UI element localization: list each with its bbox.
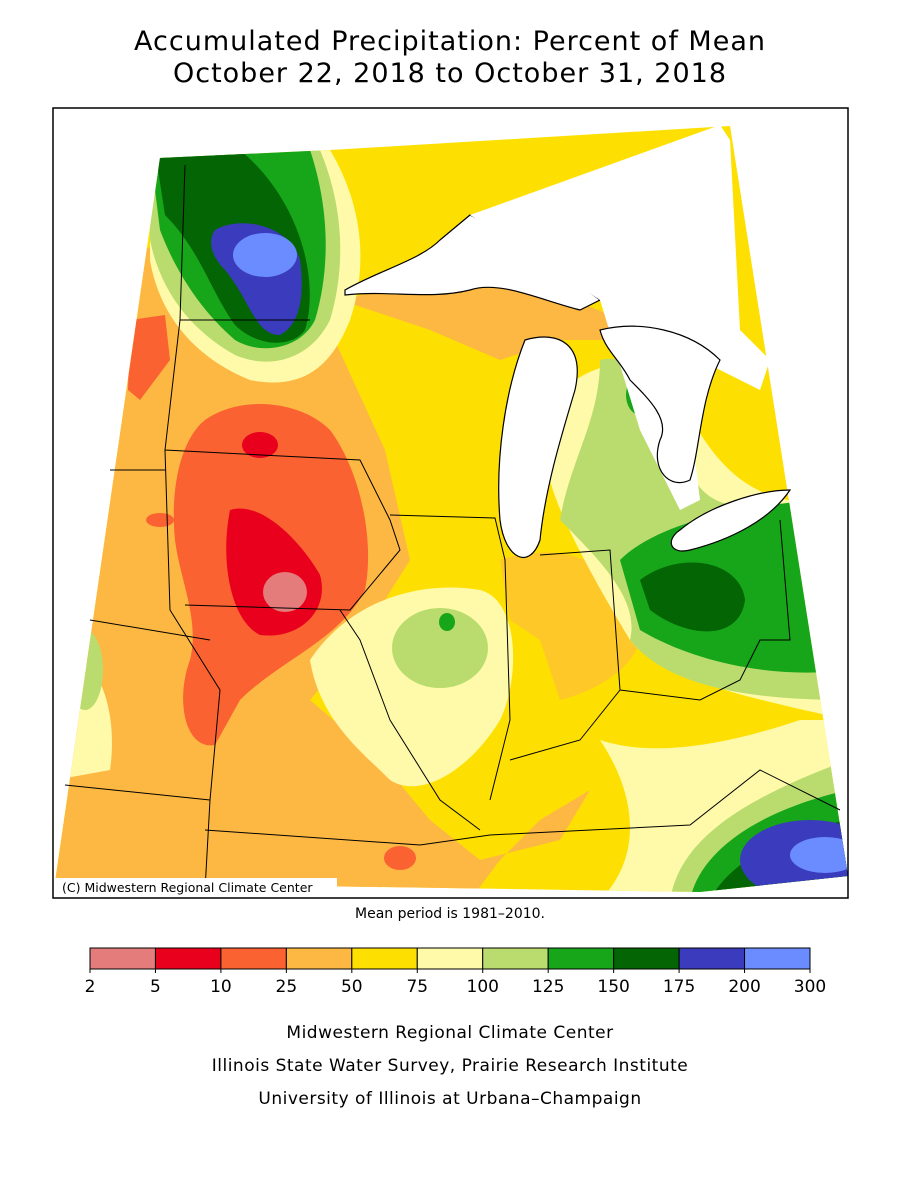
state-line [489,769,841,836]
legend-tick-label: 2 [85,977,96,997]
field-2-5 [263,572,307,612]
field-100-125 [392,608,488,688]
field-10-25 [146,513,174,527]
map-frame [52,107,849,899]
state-line [339,609,481,831]
title-line: October 22, 2018 to October 31, 2018 [173,58,727,89]
legend-swatch [547,947,615,970]
state-line [389,514,511,801]
field-150-175 [640,562,745,632]
legend-swatch [285,947,353,970]
field-125-150 [439,613,455,631]
state-line [89,619,211,641]
legend-swatch [220,947,287,970]
field-200-300 [790,837,848,873]
legend-tick-label: 10 [210,977,232,997]
footer-line: Illinois State Water Survey, Prairie Res… [212,1056,688,1076]
field-5-10 [242,432,278,458]
legend-tick-label: 100 [467,977,499,997]
state-lines [64,164,841,891]
state-line [619,519,791,701]
legend-swatch [351,947,418,970]
legend-swatch [416,947,484,970]
legend-tick-label: 300 [794,977,826,997]
state-line [204,829,491,846]
legend-tick-label: 25 [276,977,298,997]
copyright-box [55,878,337,896]
state-line [64,784,211,801]
legend-tick-label: 5 [150,977,161,997]
legend-tick-label: 75 [406,977,428,997]
legend-swatch [744,947,811,970]
legend-swatch [678,947,746,970]
lake-erie [670,489,792,552]
state-line [164,164,401,611]
legend-tick-label: 50 [341,977,363,997]
lakes [344,125,792,559]
lake-michigan [498,336,578,559]
legend-swatch [613,947,680,970]
legend-tick-label: 150 [597,977,629,997]
lake-huron [599,325,721,484]
title-line: Accumulated Precipitation: Percent of Me… [134,26,766,57]
legend-tick-label: 125 [532,977,564,997]
footer-line: University of Illinois at Urbana–Champai… [258,1089,641,1109]
legend-swatch [482,947,549,970]
field-10-25 [384,846,416,870]
legend-swatch [154,947,222,970]
legend-swatch [89,947,156,970]
land-gap [470,125,770,510]
field-10-25 [128,315,170,400]
field-100-125 [67,630,103,710]
field-200-300 [233,233,297,277]
mean-period-note: Mean period is 1981–2010. [355,906,545,922]
copyright: (C) Midwestern Regional Climate Center [62,880,313,895]
legend-tick-label: 175 [663,977,695,997]
legend: 2 5 10 25 50 75 100 125 150 175 200 300 [85,947,826,997]
legend-tick-label: 200 [728,977,760,997]
footer-line: Midwestern Regional Climate Center [286,1023,613,1043]
